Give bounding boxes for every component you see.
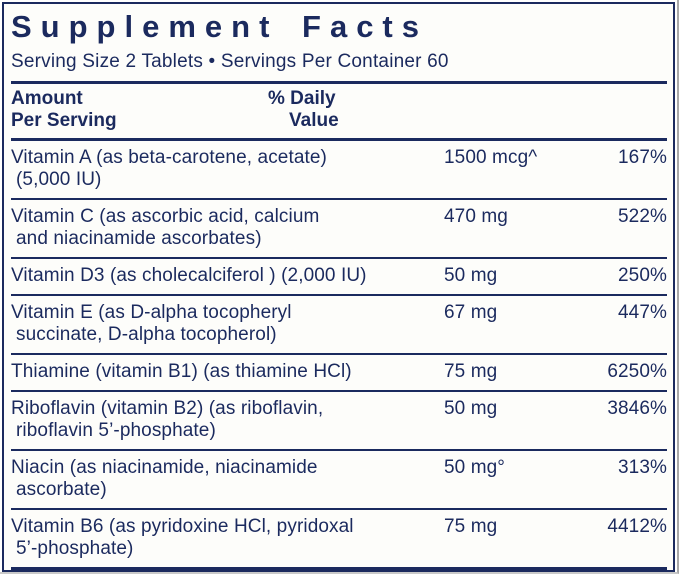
nutrient-name-line1: Vitamin A (as beta-carotene, acetate) (11, 147, 327, 168)
nutrient-name: Vitamin B6 (as pyridoxine HCl, pyridoxal… (11, 516, 444, 560)
column-headers: Amount Per Serving % Daily Value (11, 84, 667, 138)
nutrient-row-vitamin-c: Vitamin C (as ascorbic acid, calcium and… (11, 198, 667, 257)
thick-divider-top (11, 81, 667, 84)
thick-divider-header (11, 138, 667, 141)
nutrient-name: Vitamin D3 (as cholecalciferol ) (2,000 … (11, 265, 444, 287)
nutrient-name: Niacin (as niacinamide, niacinamide asco… (11, 457, 444, 501)
nutrient-row-vitamin-a: Vitamin A (as beta-carotene, acetate) (5… (11, 141, 667, 198)
nutrient-name-line1: Niacin (as niacinamide, niacinamide (11, 457, 318, 478)
amount-header-line2: Per Serving (11, 110, 117, 131)
nutrient-row-niacin: Niacin (as niacinamide, niacinamide asco… (11, 449, 667, 508)
panel-title: Supplement Facts (11, 9, 428, 44)
nutrient-amount: 67 mg (444, 302, 498, 323)
daily-value-header: % Daily Value (268, 88, 339, 132)
nutrient-row-vitamin-b6: Vitamin B6 (as pyridoxine HCl, pyridoxal… (11, 508, 667, 567)
nutrient-name: Vitamin E (as D-alpha tocopheryl succina… (11, 302, 444, 346)
nutrient-daily-value: 3846% (607, 398, 667, 419)
nutrient-daily-value: 313% (618, 457, 667, 478)
nutrient-amount: 50 mg (444, 398, 498, 419)
nutrient-name-line1: Vitamin C (as ascorbic acid, calcium (11, 206, 320, 227)
nutrient-name-line1: Vitamin B6 (as pyridoxine HCl, pyridoxal (11, 516, 354, 537)
nutrient-name-line1: Riboflavin (vitamin B2) (as riboflavin, (11, 398, 324, 419)
nutrient-row-vitamin-d3: Vitamin D3 (as cholecalciferol ) (2,000 … (11, 257, 667, 294)
nutrient-name: Thiamine (vitamin B1) (as thiamine HCl) (11, 361, 444, 383)
nutrient-name-line2: succinate, D-alpha tocopherol) (16, 324, 277, 345)
nutrient-row-riboflavin: Riboflavin (vitamin B2) (as riboflavin, … (11, 390, 667, 449)
amount-header-line1: Amount (11, 88, 83, 109)
serving-info: Serving Size 2 Tablets • Servings Per Co… (11, 51, 449, 72)
nutrient-daily-value: 167% (618, 147, 667, 168)
nutrient-daily-value: 447% (618, 302, 667, 323)
nutrient-name-line2: and niacinamide ascorbates) (16, 228, 262, 249)
nutrient-name: Vitamin C (as ascorbic acid, calcium and… (11, 206, 444, 250)
nutrient-amount: 1500 mcg^ (444, 147, 538, 168)
nutrient-amount: 470 mg (444, 206, 508, 227)
nutrient-amount: 75 mg (444, 516, 498, 537)
nutrient-daily-value: 522% (618, 206, 667, 227)
nutrient-amount: 50 mg° (444, 457, 506, 478)
daily-value-header-line1: % Daily (268, 88, 336, 109)
nutrient-row-thiamine: Thiamine (vitamin B1) (as thiamine HCl) … (11, 353, 667, 390)
daily-value-header-line2: Value (289, 110, 339, 131)
nutrient-name-line1: Vitamin E (as D-alpha tocopheryl (11, 302, 292, 323)
nutrient-name-line2: ascorbate) (16, 479, 107, 500)
nutrient-name-line2: (5,000 IU) (16, 169, 102, 190)
nutrient-table: Vitamin A (as beta-carotene, acetate) (5… (11, 141, 667, 567)
nutrient-daily-value: 250% (618, 265, 667, 286)
nutrient-name-line1: Vitamin D3 (as cholecalciferol ) (2,000 … (11, 265, 367, 286)
nutrient-row-vitamin-e: Vitamin E (as D-alpha tocopheryl succina… (11, 294, 667, 353)
nutrient-amount: 50 mg (444, 265, 498, 286)
nutrient-name: Riboflavin (vitamin B2) (as riboflavin, … (11, 398, 444, 442)
nutrient-daily-value: 6250% (607, 361, 667, 382)
nutrient-name-line1: Thiamine (vitamin B1) (as thiamine HCl) (11, 361, 352, 382)
nutrient-name-line2: riboflavin 5’-phosphate) (16, 420, 216, 441)
amount-per-serving-header: Amount Per Serving (11, 88, 667, 132)
nutrient-daily-value: 4412% (607, 516, 667, 537)
nutrient-name: Vitamin A (as beta-carotene, acetate) (5… (11, 147, 444, 191)
thick-divider-bottom (11, 567, 667, 570)
nutrient-name-line2: 5’-phosphate) (16, 538, 134, 559)
nutrient-amount: 75 mg (444, 361, 498, 382)
